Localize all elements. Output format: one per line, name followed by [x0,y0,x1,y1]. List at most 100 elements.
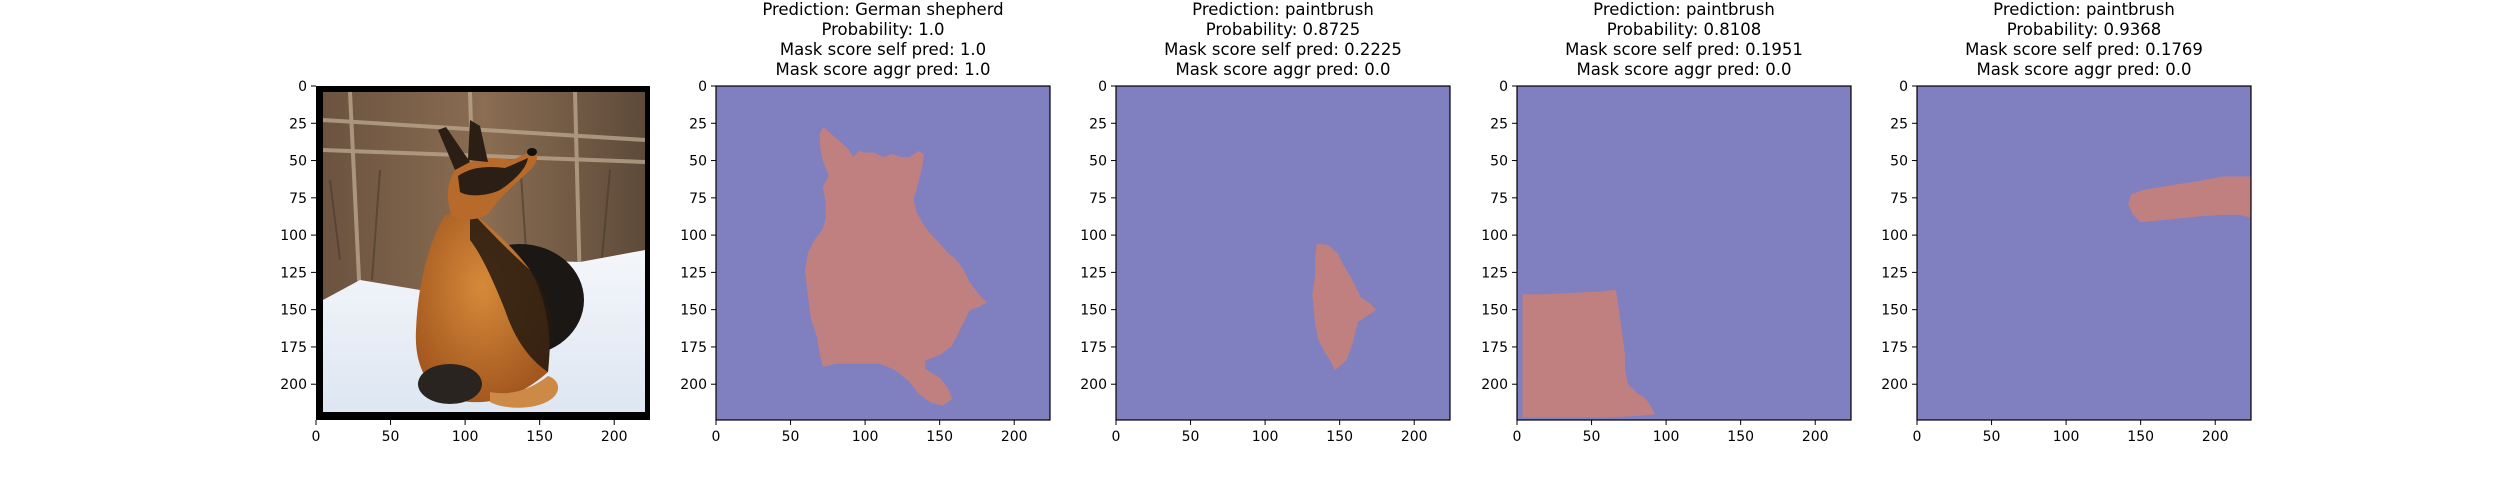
x-tick-label: 50 [1182,429,1200,445]
x-tick-label: 200 [1802,429,1829,445]
y-tick-label: 100 [280,228,307,244]
y-tick-label: 0 [1098,79,1107,95]
y-tick-label: 100 [1080,228,1107,244]
axes-frame [1115,85,1451,421]
subplot-title-line: Mask score self pred: 0.1951 [1565,40,1803,59]
y-tick-label: 125 [280,265,307,281]
x-tick-label: 200 [1401,429,1428,445]
y-tick-label: 0 [298,79,307,95]
subplot-title-line: Probability: 0.8108 [1607,20,1762,39]
y-tick-label: 100 [680,228,707,244]
y-tick-label: 175 [1080,340,1107,356]
x-tick-label: 50 [1983,429,2001,445]
y-tick-label: 25 [1890,116,1908,132]
y-tick-label: 75 [1490,191,1508,207]
mask-background [1917,86,2251,420]
y-tick-label: 25 [689,116,707,132]
y-tick-label: 200 [680,377,707,393]
y-tick-label: 75 [1089,191,1107,207]
x-tick-label: 100 [452,429,479,445]
mask-region [1312,243,1377,371]
x-tick-label: 200 [601,429,628,445]
y-tick-label: 200 [1481,377,1508,393]
axes-frame [1916,85,2252,421]
y-tick-label: 150 [280,303,307,319]
x-tick-label: 0 [1513,429,1522,445]
x-tick-label: 200 [1001,429,1028,445]
x-tick-label: 100 [1252,429,1279,445]
y-tick-label: 125 [1881,265,1908,281]
subplot-title-line: Mask score aggr pred: 0.0 [1176,60,1391,79]
subplot-title-line: Prediction: paintbrush [1993,0,2175,19]
y-tick-label: 75 [289,191,307,207]
y-tick-label: 200 [280,377,307,393]
mask-region [2128,176,2252,223]
axes-frame [715,85,1051,421]
y-tick-label: 75 [1890,191,1908,207]
y-tick-label: 50 [1890,154,1908,170]
subplot-title-line: Mask score self pred: 0.2225 [1164,40,1402,59]
subplot-title-line: Mask score aggr pred: 1.0 [776,60,991,79]
y-tick-label: 125 [1481,265,1508,281]
y-tick-label: 125 [1080,265,1107,281]
subplot-title-line: Probability: 1.0 [821,20,944,39]
x-tick-label: 100 [852,429,879,445]
x-tick-label: 0 [1913,429,1922,445]
x-tick-label: 150 [926,429,953,445]
x-tick-label: 50 [382,429,400,445]
y-tick-label: 25 [1490,116,1508,132]
x-tick-label: 150 [1326,429,1353,445]
subplot-title-line: Prediction: paintbrush [1192,0,1374,19]
y-tick-label: 25 [289,116,307,132]
y-tick-label: 175 [1481,340,1508,356]
x-tick-label: 0 [1112,429,1121,445]
x-tick-label: 50 [782,429,800,445]
y-tick-label: 25 [1089,116,1107,132]
y-tick-label: 200 [1881,377,1908,393]
mask-region [804,127,987,406]
subplot-title-line: Probability: 0.9368 [2007,20,2162,39]
subplot-1: 0 50 100 150 200 0 25 50 75 100 125 150 175 200 [280,79,627,445]
subplot-4: 0 50 100 150 200 0 25 50 75 100 125 150 175 200 Predic… [1481,0,1852,445]
y-tick-label: 100 [1881,228,1908,244]
mask-background [1116,86,1450,420]
y-tick-label: 50 [1490,154,1508,170]
x-tick-label: 100 [2053,429,2080,445]
subplot-3: 0 50 100 150 200 0 25 50 75 100 125 150 175 200 Predic… [1080,0,1451,445]
y-tick-label: 0 [698,79,707,95]
subplot-title-line: Probability: 0.8725 [1206,20,1361,39]
subplot-title-line: Mask score self pred: 1.0 [780,40,986,59]
y-tick-label: 175 [680,340,707,356]
x-tick-label: 0 [312,429,321,445]
x-tick-label: 150 [526,429,553,445]
y-tick-label: 100 [1481,228,1508,244]
y-tick-label: 0 [1899,79,1908,95]
axes-frame [1516,85,1852,421]
y-tick-label: 50 [289,154,307,170]
y-tick-label: 0 [1499,79,1508,95]
y-tick-label: 175 [1881,340,1908,356]
y-tick-label: 175 [280,340,307,356]
y-tick-label: 150 [680,303,707,319]
subplot-title-line: Mask score aggr pred: 0.0 [1977,60,2192,79]
subplot-title-line: Prediction: German shepherd [762,0,1003,19]
y-tick-label: 125 [680,265,707,281]
x-tick-label: 50 [1583,429,1601,445]
y-tick-label: 150 [1080,303,1107,319]
y-tick-label: 150 [1881,303,1908,319]
x-tick-label: 0 [712,429,721,445]
subplot-2: 0 50 100 150 200 0 25 50 75 100 125 150 175 200 Predic… [680,0,1051,445]
subplot-title-line: Prediction: paintbrush [1593,0,1775,19]
dog-photo [316,86,650,420]
y-tick-label: 50 [1089,154,1107,170]
y-tick-label: 200 [1080,377,1107,393]
x-tick-label: 150 [1727,429,1754,445]
subplot-5: 0 50 100 150 200 0 25 50 75 100 125 150 175 200 Predic… [1881,0,2252,445]
y-tick-label: 150 [1481,303,1508,319]
y-tick-label: 50 [689,154,707,170]
y-tick-label: 75 [689,191,707,207]
x-tick-label: 100 [1653,429,1680,445]
mask-region [1522,289,1655,418]
x-tick-label: 200 [2202,429,2229,445]
